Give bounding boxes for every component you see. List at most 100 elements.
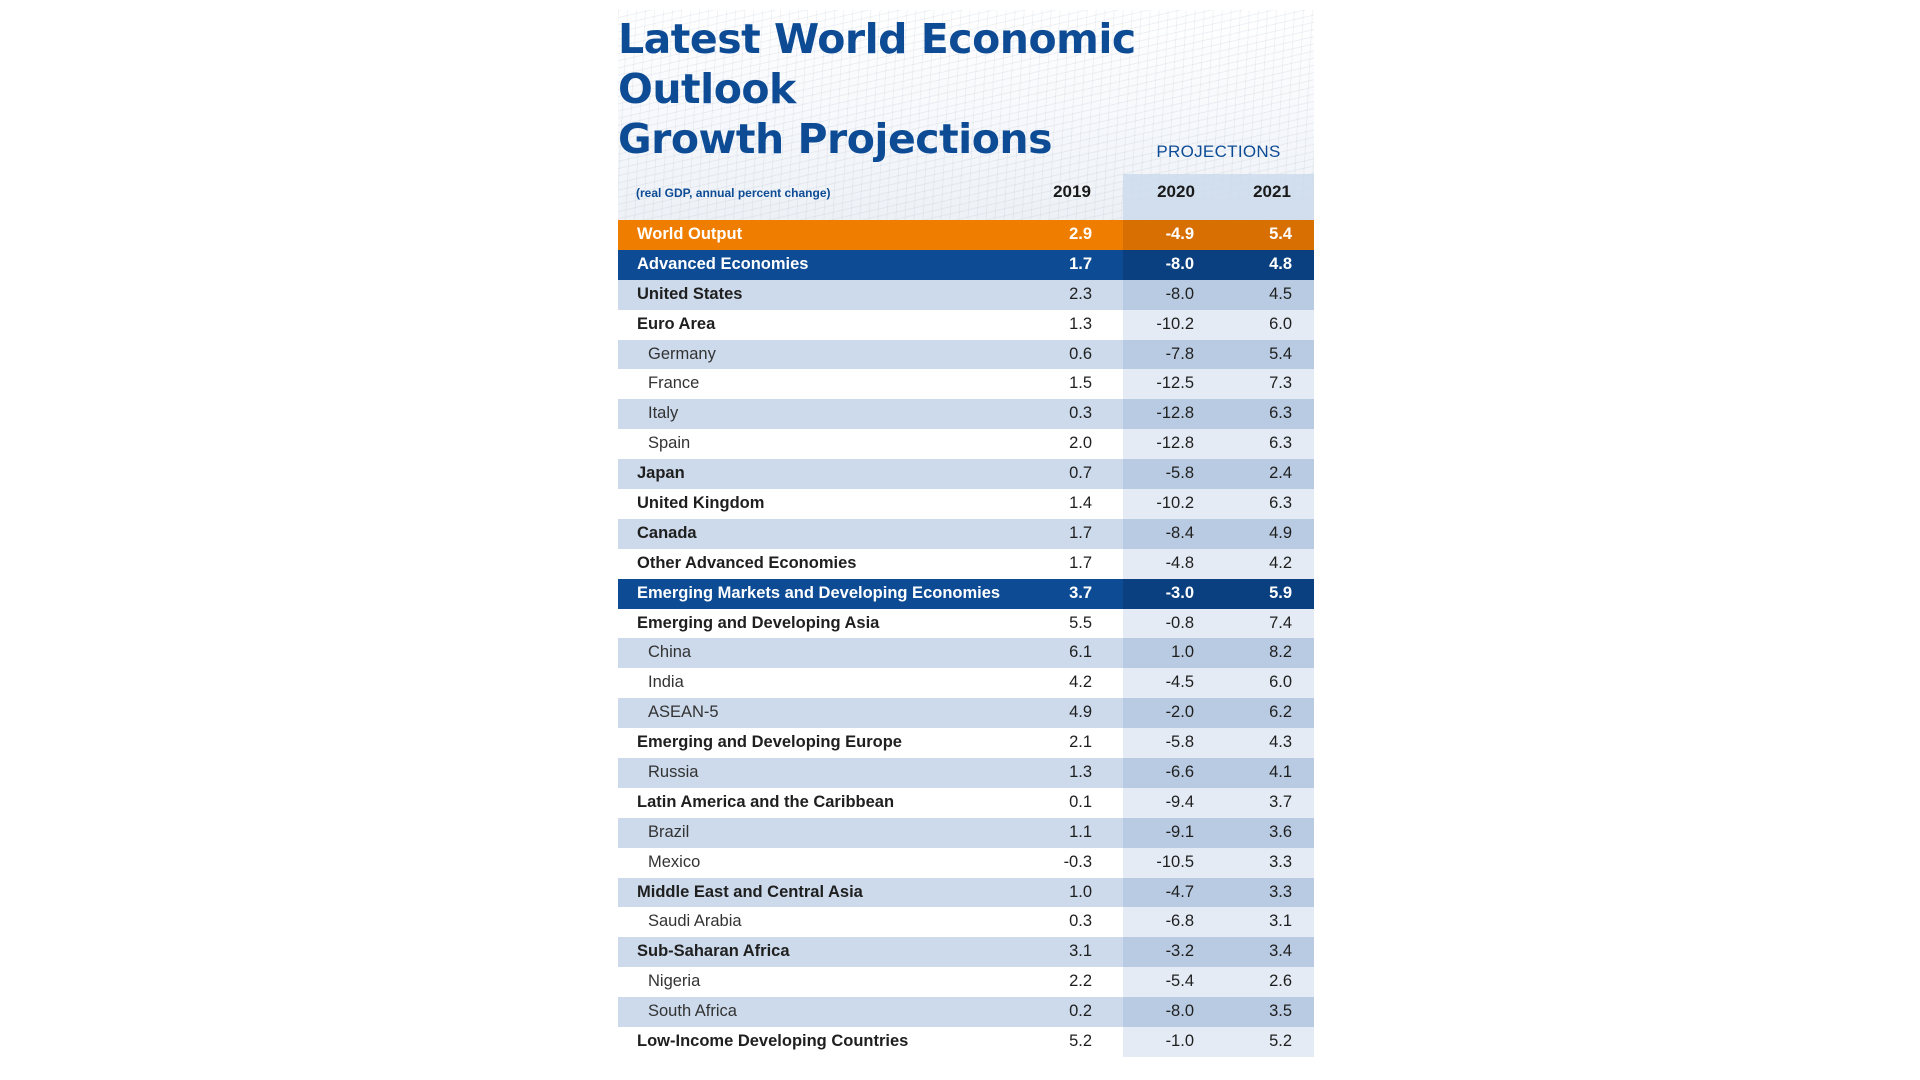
value-2019: 1.7 — [1069, 553, 1092, 572]
value-2019: 0.3 — [1069, 912, 1092, 931]
table-row: Middle East and Central Asia 1.0 -4.7 3.3 — [618, 877, 1314, 908]
table-row: India 4.2 -4.5 6.0 — [618, 668, 1314, 699]
value-2020: -10.2 — [1156, 314, 1194, 333]
projection-column-shade — [1123, 429, 1314, 460]
projections-header-band — [1123, 174, 1314, 220]
row-label: Russia — [648, 763, 699, 782]
value-2020: -12.8 — [1156, 434, 1194, 453]
table-row: Brazil 1.1 -9.1 3.6 — [618, 817, 1314, 848]
value-2020: -4.7 — [1165, 882, 1194, 901]
value-2021: 7.3 — [1269, 374, 1292, 393]
value-2020: -6.8 — [1165, 912, 1194, 931]
projection-column-shade — [1123, 518, 1314, 549]
value-2019: 1.1 — [1069, 822, 1092, 841]
row-label: China — [648, 643, 692, 662]
table-row: United Kingdom 1.4 -10.2 6.3 — [618, 489, 1314, 519]
row-label: Latin America and the Caribbean — [637, 792, 895, 811]
value-2020: -4.9 — [1165, 225, 1194, 243]
value-2020: -10.2 — [1156, 494, 1194, 513]
value-2019: 0.1 — [1069, 792, 1092, 811]
projection-column-shade — [1123, 907, 1314, 938]
value-2021: 3.6 — [1269, 822, 1292, 841]
value-2021: 3.4 — [1269, 942, 1292, 961]
value-2019: 1.0 — [1069, 882, 1092, 901]
value-2020: -3.0 — [1165, 583, 1194, 602]
table-row: Italy 0.3 -12.8 6.3 — [618, 399, 1314, 430]
table-row: Latin America and the Caribbean 0.1 -9.4 3.… — [618, 787, 1314, 818]
row-label: Euro Area — [637, 314, 716, 333]
row-label: United Kingdom — [637, 494, 765, 513]
row-label: Japan — [637, 464, 685, 483]
projection-column-shade — [1123, 847, 1314, 878]
projection-column-shade — [1123, 758, 1314, 788]
value-2020: -6.6 — [1165, 763, 1194, 782]
value-2021: 2.4 — [1269, 464, 1292, 483]
value-2019: 2.9 — [1069, 225, 1092, 243]
projection-column-shade — [1123, 638, 1314, 669]
projection-column-shade — [1123, 728, 1314, 759]
projection-column-shade — [1123, 249, 1314, 280]
value-2019: 1.3 — [1069, 763, 1092, 782]
value-2019: 0.6 — [1069, 344, 1092, 363]
table-row: World Output 2.9 -4.9 5.4 — [618, 220, 1314, 250]
table-row: Emerging and Developing Asia 5.5 -0.8 7.4 — [618, 608, 1314, 639]
projection-column-shade — [1123, 578, 1314, 609]
row-label: United States — [637, 284, 743, 303]
value-2019: 3.7 — [1069, 583, 1092, 602]
row-label: ASEAN-5 — [648, 703, 719, 722]
value-2020: -9.4 — [1165, 792, 1194, 811]
value-2020: -12.5 — [1156, 374, 1194, 393]
column-header-2020: 2020 — [1157, 182, 1195, 201]
row-label: France — [648, 374, 700, 393]
value-2020: -8.0 — [1165, 1002, 1194, 1021]
value-2020: -8.4 — [1165, 523, 1194, 542]
value-2020: -5.4 — [1165, 972, 1194, 991]
row-label: Low-Income Developing Countries — [637, 1032, 909, 1051]
projections-table-body: World Output 2.9 -4.9 5.4 Advanced Economies… — [618, 220, 1314, 1057]
value-2019: 5.5 — [1069, 613, 1092, 632]
row-label: World Output — [637, 225, 743, 243]
row-label: Germany — [648, 344, 716, 363]
value-2020: -5.8 — [1165, 733, 1194, 752]
value-2019: 4.2 — [1069, 673, 1092, 692]
table-row: Japan 0.7 -5.8 2.4 — [618, 459, 1314, 490]
value-2021: 4.1 — [1269, 763, 1292, 782]
value-2019: 0.7 — [1069, 464, 1092, 483]
value-2021: 6.3 — [1269, 494, 1292, 513]
value-2021: 3.3 — [1269, 882, 1292, 901]
value-2019: 4.9 — [1069, 703, 1092, 722]
table-row: Spain 2.0 -12.8 6.3 — [618, 429, 1314, 460]
value-2021: 6.0 — [1269, 673, 1292, 692]
table-row: Emerging Markets and Developing Economie… — [618, 578, 1314, 609]
growth-projections-infographic: Latest World Economic Outlook Growth Pro… — [618, 10, 1314, 1057]
value-2021: 5.2 — [1269, 1032, 1292, 1051]
table-row: Mexico -0.3 -10.5 3.3 — [618, 847, 1314, 878]
value-2020: -5.8 — [1165, 464, 1194, 483]
value-2020: -4.8 — [1165, 553, 1194, 572]
projection-column-shade — [1123, 608, 1314, 639]
value-2021: 5.9 — [1269, 583, 1292, 602]
row-label: Sub-Saharan Africa — [637, 942, 790, 961]
projection-column-shade — [1123, 698, 1314, 729]
table-row: France 1.5 -12.5 7.3 — [618, 369, 1314, 400]
projection-column-shade — [1123, 1027, 1314, 1057]
value-2019: 1.7 — [1069, 254, 1092, 273]
value-2021: 5.4 — [1269, 225, 1292, 243]
value-2021: 4.2 — [1269, 553, 1292, 572]
value-2020: 1.0 — [1171, 643, 1194, 662]
value-2019: 5.2 — [1069, 1032, 1092, 1051]
projection-column-shade — [1123, 339, 1314, 370]
value-2021: 7.4 — [1269, 613, 1292, 632]
value-2019: 0.3 — [1069, 404, 1092, 423]
table-row: Euro Area 1.3 -10.2 6.0 — [618, 309, 1314, 340]
table-row: China 6.1 1.0 8.2 — [618, 638, 1314, 669]
row-label: Emerging Markets and Developing Economie… — [637, 583, 1001, 602]
value-2020: -10.5 — [1156, 852, 1194, 871]
projection-column-shade — [1123, 309, 1314, 340]
row-label: Canada — [637, 523, 697, 542]
table-row: ASEAN-5 4.9 -2.0 6.2 — [618, 698, 1314, 729]
value-2019: 1.4 — [1069, 494, 1092, 513]
row-label: India — [648, 673, 684, 692]
value-2021: 5.4 — [1269, 344, 1292, 363]
value-2019: 1.3 — [1069, 314, 1092, 333]
